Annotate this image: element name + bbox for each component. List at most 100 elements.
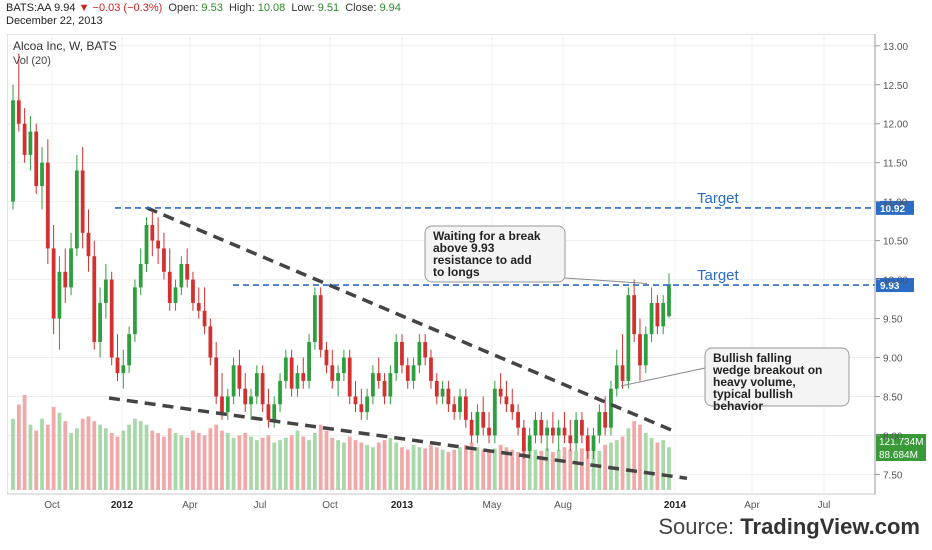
price-change: −0.03 (−0.3%) <box>92 2 163 14</box>
candle-body <box>545 427 549 436</box>
volume-bar <box>249 436 253 490</box>
annotation-resistance-box <box>424 225 566 283</box>
volume-bar <box>179 435 184 490</box>
candle-body <box>463 396 468 420</box>
volume-bar <box>57 412 62 490</box>
volume-bars <box>11 395 671 490</box>
candle-body <box>661 302 666 327</box>
candle-body <box>417 341 422 366</box>
volume-bar <box>347 436 352 490</box>
y-tick-label: 12.00 <box>883 120 908 131</box>
x-axis: Oct 2012 Apr Jul Oct 2013 May Aug 2014 Apr Jul <box>44 500 830 511</box>
volume-bar <box>429 444 433 490</box>
volume-bar <box>411 444 416 490</box>
candle-body <box>556 427 561 436</box>
price-chart[interactable]: Target 10.92 Target 9.93 121.734M 88.684M Wait… <box>6 33 932 516</box>
candle-body <box>643 334 648 366</box>
down-triangle-icon: ▼ <box>78 2 90 14</box>
x-tick-label: Oct <box>322 500 338 511</box>
bar-date: December 22, 2013 <box>6 15 103 27</box>
volume-bar <box>580 448 584 490</box>
volume-bar <box>504 447 509 490</box>
candle-body <box>400 341 404 366</box>
candle-body <box>260 373 265 405</box>
source-brand[interactable]: TradingView.com <box>740 514 920 539</box>
candle-body <box>324 349 329 366</box>
price-badge <box>876 278 914 293</box>
candle-body <box>353 396 358 405</box>
volume-bar <box>388 437 393 490</box>
candle-body <box>144 225 149 264</box>
volume-legend: Vol (20) <box>13 55 51 67</box>
candle-body <box>487 427 491 436</box>
candle-body <box>539 419 544 436</box>
volume-bar <box>115 436 120 490</box>
candle-body <box>318 295 323 350</box>
volume-bar <box>86 416 91 490</box>
volume-bar <box>643 433 648 490</box>
candle-body <box>92 256 97 342</box>
candle-body <box>254 373 259 397</box>
volume-bar <box>492 448 497 490</box>
high-value: 10.08 <box>257 2 286 14</box>
annotation-wedge-text: typical bullish <box>713 387 793 401</box>
candle-body <box>614 365 619 389</box>
candle-body <box>185 264 190 280</box>
volume-bar <box>371 447 375 490</box>
volume-bar <box>162 436 166 490</box>
candle-body <box>667 284 671 317</box>
x-tick-label: Apr <box>182 500 198 511</box>
candle-body <box>330 365 335 381</box>
close-value: 9.94 <box>379 2 401 14</box>
candle-body <box>80 170 85 233</box>
volume-bar <box>614 440 619 490</box>
candle-body <box>516 412 520 428</box>
price-badge <box>876 200 914 215</box>
candle-body <box>208 326 213 358</box>
volume-bar <box>295 430 300 490</box>
chart-area[interactable]: Target 10.92 Target 9.93 121.734M 88.684M Wait… <box>6 33 932 516</box>
volume-bar <box>51 406 56 490</box>
candle-body <box>45 162 50 249</box>
volume-bar <box>539 450 544 490</box>
annotation-resistance-text: Waiting for a break <box>433 229 541 243</box>
candle-body <box>376 373 381 381</box>
candle-body <box>405 365 410 381</box>
candle-body <box>458 396 462 413</box>
volume-bar <box>516 452 520 490</box>
candle-body <box>365 396 370 413</box>
volume-bar <box>655 442 660 490</box>
candle-body <box>620 365 625 381</box>
volume-bar <box>632 421 637 490</box>
candle-body <box>86 232 91 257</box>
y-tick-label: 9.00 <box>883 354 903 365</box>
volume-bar <box>417 447 422 490</box>
candle-body <box>585 435 590 452</box>
volume-bar <box>458 447 462 490</box>
candle-body <box>133 287 137 335</box>
volume-bar <box>127 424 131 490</box>
volume-badge <box>876 434 926 448</box>
candle-body <box>562 427 567 436</box>
target-label: Target <box>697 267 740 284</box>
volume-bar <box>272 442 277 490</box>
candle-body <box>307 341 311 381</box>
candle-body <box>220 396 224 413</box>
y-tick-label: 8.00 <box>883 431 903 442</box>
volume-bar <box>138 421 143 490</box>
candle-body <box>179 264 184 288</box>
volume-bar <box>185 437 190 490</box>
volume-bar <box>45 424 50 490</box>
candle-body <box>191 279 195 303</box>
candle-body <box>150 225 155 241</box>
candle-body <box>249 396 253 405</box>
volume-bar <box>220 430 224 490</box>
candle-body <box>74 170 79 249</box>
annotation-wedge-text: heavy volume, <box>713 375 796 389</box>
symbol-label[interactable]: BATS:AA <box>6 2 52 14</box>
candle-body <box>11 100 15 202</box>
x-tick-label: 2013 <box>391 500 414 511</box>
candle-body <box>481 412 486 428</box>
volume-bar <box>359 442 364 490</box>
volume-bar <box>144 424 149 490</box>
